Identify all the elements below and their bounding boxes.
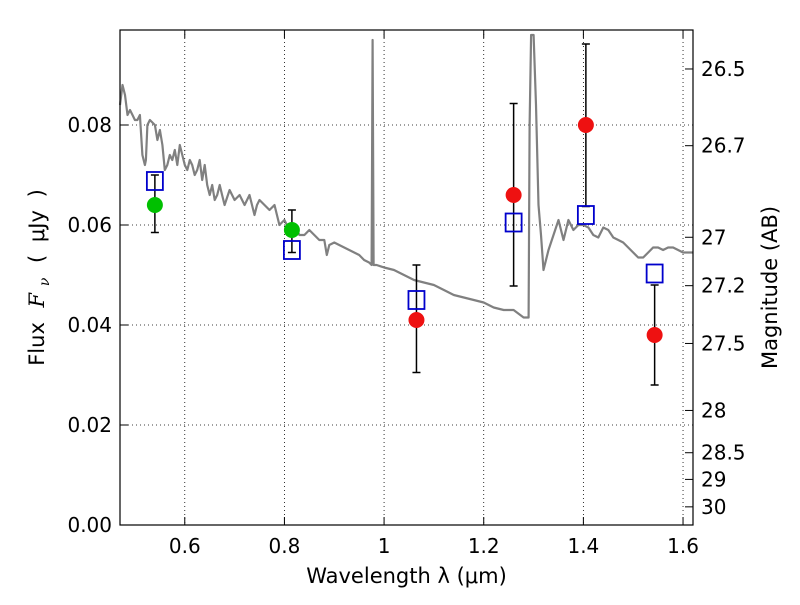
x-tick-label: 1 xyxy=(378,534,391,558)
model-square-marker xyxy=(504,212,523,233)
mag-tick-label: 29 xyxy=(701,467,726,491)
marker-layer xyxy=(145,117,664,343)
y-label-open-paren: ( xyxy=(25,255,49,263)
mag-tick-label: 30 xyxy=(701,495,726,519)
y-tick-label: 0.00 xyxy=(67,513,112,537)
model-square-marker xyxy=(645,263,664,284)
x-tick-label: 0.8 xyxy=(269,534,301,558)
model-square-marker xyxy=(145,171,164,191)
y-tick-label: 0.06 xyxy=(67,213,112,237)
optical-data-point xyxy=(146,197,163,213)
model-square-marker xyxy=(282,240,301,260)
x-tick-label: 1.6 xyxy=(667,534,699,558)
y-axis-label: Flux F ν ( μJy ) xyxy=(25,189,54,366)
y-label-unit: μJy xyxy=(25,210,49,242)
magnitude-axis-label: Magnitude (AB) xyxy=(758,206,782,369)
y-tick-label: 0.04 xyxy=(67,313,112,337)
nir-data-point xyxy=(577,117,594,133)
spectrum-layer xyxy=(118,33,693,319)
spectrum-line xyxy=(118,33,693,319)
errorbar-layer xyxy=(150,43,659,386)
mag-tick-label: 28.5 xyxy=(701,441,746,465)
plot-frame xyxy=(119,29,694,526)
x-tick-label: 1.2 xyxy=(468,534,500,558)
mag-tick-label: 27.5 xyxy=(701,331,746,355)
mag-tick-label: 27.2 xyxy=(701,274,746,298)
nir-data-point xyxy=(408,312,425,328)
model-square-marker xyxy=(407,290,426,310)
mag-tick-label: 28 xyxy=(701,398,726,422)
x-tick-label: 0.6 xyxy=(169,534,201,558)
optical-data-point xyxy=(283,222,300,238)
tick-layer: 0.6 0.8 1 1.2 1.4 1.6 0.00 0.02 0.04 0.06 0.08 26.5… xyxy=(67,30,746,558)
mag-tick-label: 26.5 xyxy=(701,57,746,81)
model-square-marker xyxy=(576,205,595,225)
x-axis-label: Wavelength λ (μm) xyxy=(306,564,507,588)
y-label-flux: Flux xyxy=(25,322,49,366)
nir-data-point xyxy=(505,187,522,203)
mag-tick-label: 26.7 xyxy=(701,134,746,158)
nir-data-point xyxy=(646,327,663,343)
y-tick-label: 0.02 xyxy=(67,413,112,437)
x-tick-label: 1.4 xyxy=(567,534,599,558)
y-tick-label: 0.08 xyxy=(67,113,112,137)
y-label-nu: ν xyxy=(37,277,53,286)
mag-tick-label: 27 xyxy=(701,225,726,249)
y-label-close-paren: ) xyxy=(25,189,49,197)
y-label-f: F xyxy=(25,291,49,308)
grid-lines xyxy=(120,30,693,525)
